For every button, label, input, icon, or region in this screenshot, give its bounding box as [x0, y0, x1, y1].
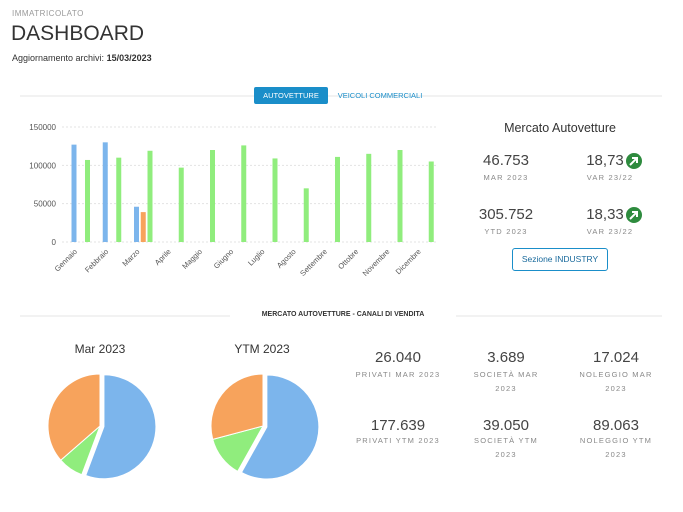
tab[interactable]: VEICOLI COMMERCIALI — [337, 91, 423, 100]
kpi-value: 305.752 — [478, 206, 534, 223]
x-tick-label: Giugno — [212, 247, 235, 270]
kpi-value: 46.753 — [483, 152, 529, 169]
bar — [303, 188, 309, 242]
kpi-value: 39.050 — [483, 417, 529, 434]
active-tab-bg[interactable] — [254, 87, 328, 104]
x-tick-label: Ottobre — [336, 247, 360, 271]
industry-button[interactable]: Sezione INDUSTRY — [512, 248, 608, 271]
kpi-label: YTD 2023 — [484, 227, 528, 236]
kpi-label: NOLEGGIO MAR 2023 — [579, 370, 653, 393]
kpi-value: 18,33 — [586, 206, 624, 223]
section-label: IMMATRICOLATO — [12, 9, 84, 18]
bar — [116, 157, 122, 242]
x-tick-label: Gennaio — [53, 247, 79, 273]
pie-slice — [210, 373, 264, 440]
y-tick-label: 50000 — [34, 200, 57, 209]
kpi-value: 17.024 — [593, 349, 639, 366]
bar — [178, 167, 184, 242]
x-tick-label: Agosto — [275, 247, 298, 270]
kpi-value: 26.040 — [375, 349, 421, 366]
kpi-value: 3.689 — [487, 349, 525, 366]
pie-slice — [47, 373, 101, 461]
x-tick-label: Novembre — [361, 247, 392, 278]
title-bg — [230, 309, 456, 323]
channels-title: MERCATO AUTOVETTURE - CANALI DI VENDITA — [261, 311, 425, 318]
pie-title: Mar 2023 — [74, 342, 126, 356]
kpi-label: PRIVATI YTM 2023 — [356, 436, 440, 445]
x-tick-label: Maggio — [180, 247, 204, 271]
pie-slice — [85, 374, 157, 480]
bar — [366, 153, 372, 242]
x-tick-label: Febbraio — [83, 247, 110, 274]
market-title: Mercato Autovetture — [504, 121, 616, 135]
x-tick-label: Settembre — [298, 247, 329, 278]
bar — [428, 161, 434, 242]
update-label: Aggiornamento archivi: — [12, 53, 105, 63]
y-tick-label: 0 — [52, 238, 57, 247]
x-tick-label: Aprile — [153, 247, 173, 267]
kpi-label: PRIVATI MAR 2023 — [355, 370, 441, 379]
bar — [335, 156, 340, 242]
bar — [272, 158, 278, 242]
tab-active[interactable]: AUTOVETTURE — [263, 91, 319, 100]
page-title: DASHBOARD — [11, 22, 145, 45]
update-date: 15/03/2023 — [106, 53, 152, 63]
pie-slice — [240, 374, 320, 480]
kpi-label: VAR 23/22 — [586, 173, 634, 182]
x-tick-label: Marzo — [120, 247, 141, 268]
kpi-value: 177.639 — [370, 417, 426, 434]
x-tick-label: Dicembre — [394, 247, 423, 276]
up-arrow — [629, 211, 638, 220]
y-tick-label: 150000 — [29, 123, 56, 132]
bar — [71, 144, 77, 242]
kpi-label: NOLEGGIO YTM 2023 — [579, 436, 653, 459]
kpi-value: 18,73 — [586, 152, 624, 169]
bar — [397, 150, 403, 242]
kpi-label: SOCIETÀ YTM 2023 — [474, 436, 538, 459]
bar — [241, 145, 247, 242]
bar — [102, 142, 108, 242]
kpi-label: MAR 2023 — [483, 173, 529, 182]
kpi-label: SOCIETÀ MAR 2023 — [473, 370, 539, 393]
up-arrow — [629, 157, 638, 166]
bar — [147, 150, 153, 242]
pie-title: YTM 2023 — [234, 342, 290, 356]
kpi-value: 89.063 — [593, 417, 639, 434]
bar — [134, 206, 139, 242]
y-tick-label: 100000 — [29, 161, 56, 170]
update-info: Aggiornamento archivi: 15/03/2023 — [12, 53, 152, 63]
x-tick-label: Luglio — [246, 247, 267, 268]
bar — [85, 159, 90, 242]
bar — [140, 212, 146, 242]
bar — [210, 150, 215, 242]
kpi-label: VAR 23/22 — [586, 227, 634, 236]
